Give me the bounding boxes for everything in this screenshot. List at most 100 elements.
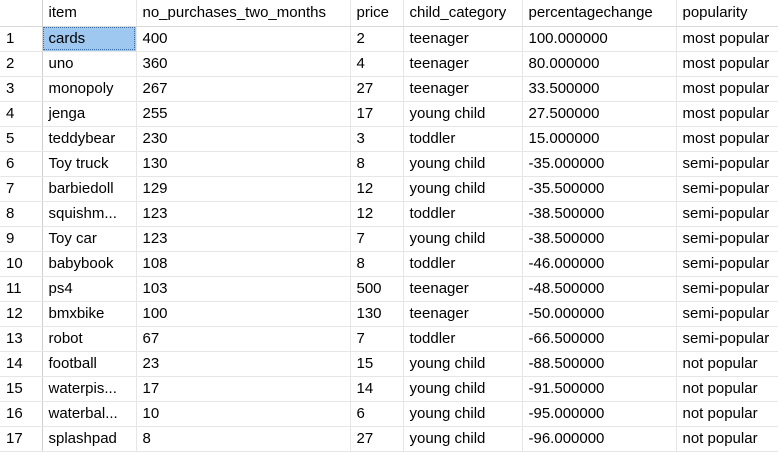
cell-item[interactable]: Toy truck	[42, 151, 137, 177]
cell-no-purchases-two-months[interactable]: 17	[136, 376, 351, 402]
cell-popularity[interactable]: not popular	[676, 426, 778, 452]
cell-no-purchases-two-months[interactable]: 123	[136, 201, 351, 227]
cell-item[interactable]: uno	[42, 51, 137, 77]
table-row[interactable]: 13 robot 67 7 toddler -66.500000 semi-popular	[0, 326, 778, 352]
cell-percentagechange[interactable]: -50.000000	[522, 301, 677, 327]
row-number[interactable]: 7	[0, 176, 43, 202]
row-number[interactable]: 5	[0, 126, 43, 152]
cell-child-category[interactable]: young child	[403, 426, 523, 452]
cell-child-category[interactable]: young child	[403, 376, 523, 402]
cell-price[interactable]: 8	[350, 151, 404, 177]
table-row[interactable]: 11 ps4 103 500 teenager -48.500000 semi-popula…	[0, 276, 778, 302]
cell-no-purchases-two-months[interactable]: 255	[136, 101, 351, 127]
cell-no-purchases-two-months[interactable]: 23	[136, 351, 351, 377]
column-header-price[interactable]: price	[350, 0, 404, 27]
table-row[interactable]: 17 splashpad 8 27 young child -96.000000 not p…	[0, 426, 778, 452]
cell-child-category[interactable]: teenager	[403, 51, 523, 77]
table-row[interactable]: 5 teddybear 230 3 toddler 15.000000 most popul…	[0, 126, 778, 152]
cell-item[interactable]: barbiedoll	[42, 176, 137, 202]
table-row[interactable]: 12 bmxbike 100 130 teenager -50.000000 semi-po…	[0, 301, 778, 327]
cell-percentagechange[interactable]: -95.000000	[522, 401, 677, 427]
cell-popularity[interactable]: semi-popular	[676, 201, 778, 227]
cell-child-category[interactable]: young child	[403, 351, 523, 377]
cell-child-category[interactable]: teenager	[403, 76, 523, 102]
row-number[interactable]: 9	[0, 226, 43, 252]
cell-no-purchases-two-months[interactable]: 130	[136, 151, 351, 177]
row-number[interactable]: 13	[0, 326, 43, 352]
cell-percentagechange[interactable]: -35.000000	[522, 151, 677, 177]
cell-price[interactable]: 6	[350, 401, 404, 427]
table-row[interactable]: 16 waterbal... 10 6 young child -95.000000 not…	[0, 401, 778, 427]
cell-price[interactable]: 500	[350, 276, 404, 302]
cell-no-purchases-two-months[interactable]: 67	[136, 326, 351, 352]
row-number[interactable]: 14	[0, 351, 43, 377]
table-row[interactable]: 3 monopoly 267 27 teenager 33.500000 most popu…	[0, 76, 778, 102]
cell-percentagechange[interactable]: -66.500000	[522, 326, 677, 352]
cell-item[interactable]: splashpad	[42, 426, 137, 452]
row-number[interactable]: 15	[0, 376, 43, 402]
cell-popularity[interactable]: semi-popular	[676, 326, 778, 352]
cell-child-category[interactable]: young child	[403, 176, 523, 202]
cell-popularity[interactable]: not popular	[676, 401, 778, 427]
row-number[interactable]: 4	[0, 101, 43, 127]
cell-price[interactable]: 3	[350, 126, 404, 152]
cell-price[interactable]: 7	[350, 226, 404, 252]
cell-item[interactable]: football	[42, 351, 137, 377]
row-number[interactable]: 11	[0, 276, 43, 302]
cell-percentagechange[interactable]: -91.500000	[522, 376, 677, 402]
cell-percentagechange[interactable]: -35.500000	[522, 176, 677, 202]
row-number[interactable]: 10	[0, 251, 43, 277]
cell-child-category[interactable]: toddler	[403, 201, 523, 227]
table-row[interactable]: 8 squishm... 123 12 toddler -38.500000 semi-po…	[0, 201, 778, 227]
cell-no-purchases-two-months[interactable]: 103	[136, 276, 351, 302]
cell-popularity[interactable]: semi-popular	[676, 301, 778, 327]
row-number[interactable]: 6	[0, 151, 43, 177]
row-number[interactable]: 8	[0, 201, 43, 227]
cell-no-purchases-two-months[interactable]: 100	[136, 301, 351, 327]
cell-price[interactable]: 12	[350, 201, 404, 227]
table-row[interactable]: 10 babybook 108 8 toddler -46.000000 semi-popu…	[0, 251, 778, 277]
table-row[interactable]: 6 Toy truck 130 8 young child -35.000000 semi-…	[0, 151, 778, 177]
cell-popularity[interactable]: semi-popular	[676, 151, 778, 177]
cell-percentagechange[interactable]: 80.000000	[522, 51, 677, 77]
cell-popularity[interactable]: semi-popular	[676, 176, 778, 202]
cell-no-purchases-two-months[interactable]: 129	[136, 176, 351, 202]
cell-price[interactable]: 17	[350, 101, 404, 127]
column-header-no-purchases-two-months[interactable]: no_purchases_two_months	[136, 0, 351, 27]
cell-no-purchases-two-months[interactable]: 108	[136, 251, 351, 277]
cell-child-category[interactable]: toddler	[403, 326, 523, 352]
cell-popularity[interactable]: not popular	[676, 376, 778, 402]
cell-price[interactable]: 27	[350, 426, 404, 452]
cell-percentagechange[interactable]: -96.000000	[522, 426, 677, 452]
cell-price[interactable]: 14	[350, 376, 404, 402]
cell-item[interactable]: ps4	[42, 276, 137, 302]
cell-no-purchases-two-months[interactable]: 230	[136, 126, 351, 152]
cell-popularity[interactable]: most popular	[676, 126, 778, 152]
cell-percentagechange[interactable]: -38.500000	[522, 226, 677, 252]
cell-item[interactable]: teddybear	[42, 126, 137, 152]
table-row[interactable]: 1 cards 400 2 teenager 100.000000 most popular	[0, 26, 778, 52]
cell-item[interactable]: bmxbike	[42, 301, 137, 327]
cell-price[interactable]: 15	[350, 351, 404, 377]
cell-price[interactable]: 2	[350, 26, 404, 52]
cell-item[interactable]: Toy car	[42, 226, 137, 252]
row-number[interactable]: 2	[0, 51, 43, 77]
cell-popularity[interactable]: most popular	[676, 26, 778, 52]
cell-no-purchases-two-months[interactable]: 123	[136, 226, 351, 252]
cell-popularity[interactable]: semi-popular	[676, 251, 778, 277]
cell-item[interactable]: cards	[42, 26, 137, 52]
row-number-header[interactable]	[0, 0, 43, 27]
column-header-percentagechange[interactable]: percentagechange	[522, 0, 677, 27]
cell-child-category[interactable]: young child	[403, 226, 523, 252]
cell-child-category[interactable]: teenager	[403, 26, 523, 52]
cell-child-category[interactable]: young child	[403, 101, 523, 127]
table-row[interactable]: 14 football 23 15 young child -88.500000 not p…	[0, 351, 778, 377]
table-row[interactable]: 9 Toy car 123 7 young child -38.500000 semi-po…	[0, 226, 778, 252]
table-row[interactable]: 4 jenga 255 17 young child 27.500000 most popu…	[0, 101, 778, 127]
table-row[interactable]: 2 uno 360 4 teenager 80.000000 most popular	[0, 51, 778, 77]
row-number[interactable]: 16	[0, 401, 43, 427]
column-header-popularity[interactable]: popularity	[676, 0, 778, 27]
cell-item[interactable]: monopoly	[42, 76, 137, 102]
cell-child-category[interactable]: toddler	[403, 126, 523, 152]
cell-percentagechange[interactable]: 100.000000	[522, 26, 677, 52]
